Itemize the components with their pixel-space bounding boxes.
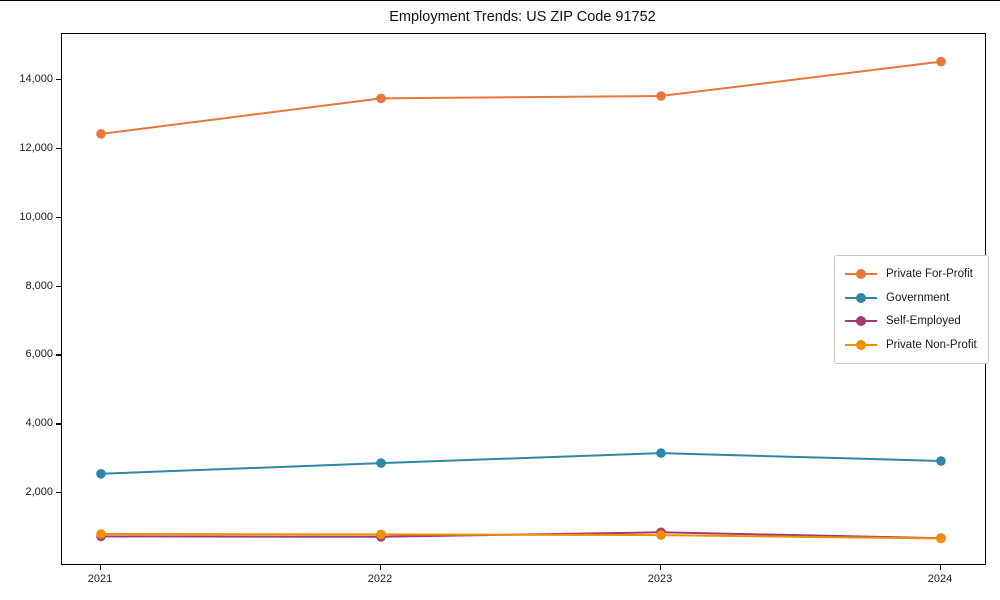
legend-label: Self-Employed (886, 315, 961, 327)
chart-title: Employment Trends: US ZIP Code 91752 (389, 9, 656, 25)
y-tick-mark-4000 (56, 423, 61, 425)
legend-item-private-for-profit: Private For-Profit (845, 264, 977, 284)
data-point-private-non-profit-2021 (96, 529, 106, 539)
x-tick-mark-2024 (939, 564, 941, 570)
y-tick-label-6000: 6,000 (25, 348, 53, 361)
legend-dot-icon (856, 339, 866, 350)
legend-label: Private Non-Profit (886, 338, 977, 351)
legend-label: Government (886, 291, 950, 304)
y-tick-label-14000: 14,000 (19, 72, 53, 85)
figure-top-edge (0, 0, 1000, 1)
x-axis: 2021 2022 2023 2024 (61, 564, 984, 597)
series-line-government (100, 452, 942, 475)
x-tick-mark-2022 (379, 564, 381, 570)
data-point-government-2022 (376, 458, 386, 468)
legend-dot-icon (856, 269, 866, 279)
y-tick-label-4000: 4,000 (25, 417, 53, 430)
legend-marker-self-employed (845, 316, 877, 326)
y-tick-mark-10000 (56, 216, 61, 218)
y-tick-label-12000: 12,000 (19, 141, 53, 154)
legend-label: Private For-Profit (886, 268, 973, 280)
legend-item-government: Government (845, 288, 977, 308)
x-tick-label-2021: 2021 (87, 572, 113, 585)
x-tick-label-2022: 2022 (367, 572, 393, 585)
legend-marker-government (845, 292, 877, 303)
x-tick-label-2023: 2023 (647, 572, 673, 585)
series-line-private-non-profit (100, 533, 942, 540)
x-tick-mark-2021 (99, 564, 101, 570)
legend-marker-private-for-profit (845, 269, 877, 279)
data-point-government-2023 (656, 448, 666, 458)
data-point-private-for-profit-2021 (96, 129, 106, 139)
chart-canvas (96, 56, 946, 544)
y-tick-mark-14000 (56, 78, 61, 81)
data-point-government-2024 (936, 456, 946, 466)
y-tick-mark-6000 (56, 354, 61, 356)
legend-item-private-non-profit: Private Non-Profit (845, 335, 977, 355)
legend-marker-private-non-profit (845, 339, 877, 350)
y-tick-mark-12000 (56, 147, 61, 150)
legend: Private For-Profit Government Self-Employe… (834, 255, 989, 364)
y-tick-mark-8000 (56, 285, 61, 287)
y-tick-label-10000: 10,000 (19, 210, 53, 223)
legend-item-self-employed: Self-Employed (845, 311, 977, 331)
series-line-private-for-profit (100, 60, 942, 135)
x-tick-mark-2023 (659, 564, 661, 570)
data-point-private-for-profit-2024 (936, 56, 946, 67)
data-point-private-for-profit-2022 (376, 93, 386, 104)
data-point-private-non-profit-2022 (376, 529, 386, 540)
plot-area: Private For-Profit Government Self-Employe… (61, 33, 989, 565)
y-axis: 2,000 4,000 6,000 8,000 10,000 12,000 14,000 (0, 33, 53, 563)
data-point-private-non-profit-2024 (936, 533, 946, 544)
data-point-private-non-profit-2023 (656, 530, 666, 540)
legend-dot-icon (856, 292, 866, 303)
y-tick-label-2000: 2,000 (25, 486, 53, 499)
y-tick-label-8000: 8,000 (25, 279, 53, 292)
x-tick-label-2024: 2024 (927, 572, 953, 585)
data-point-government-2021 (96, 469, 106, 479)
legend-dot-icon (856, 316, 866, 326)
data-point-private-for-profit-2023 (656, 91, 666, 101)
y-tick-mark-2000 (56, 492, 61, 494)
